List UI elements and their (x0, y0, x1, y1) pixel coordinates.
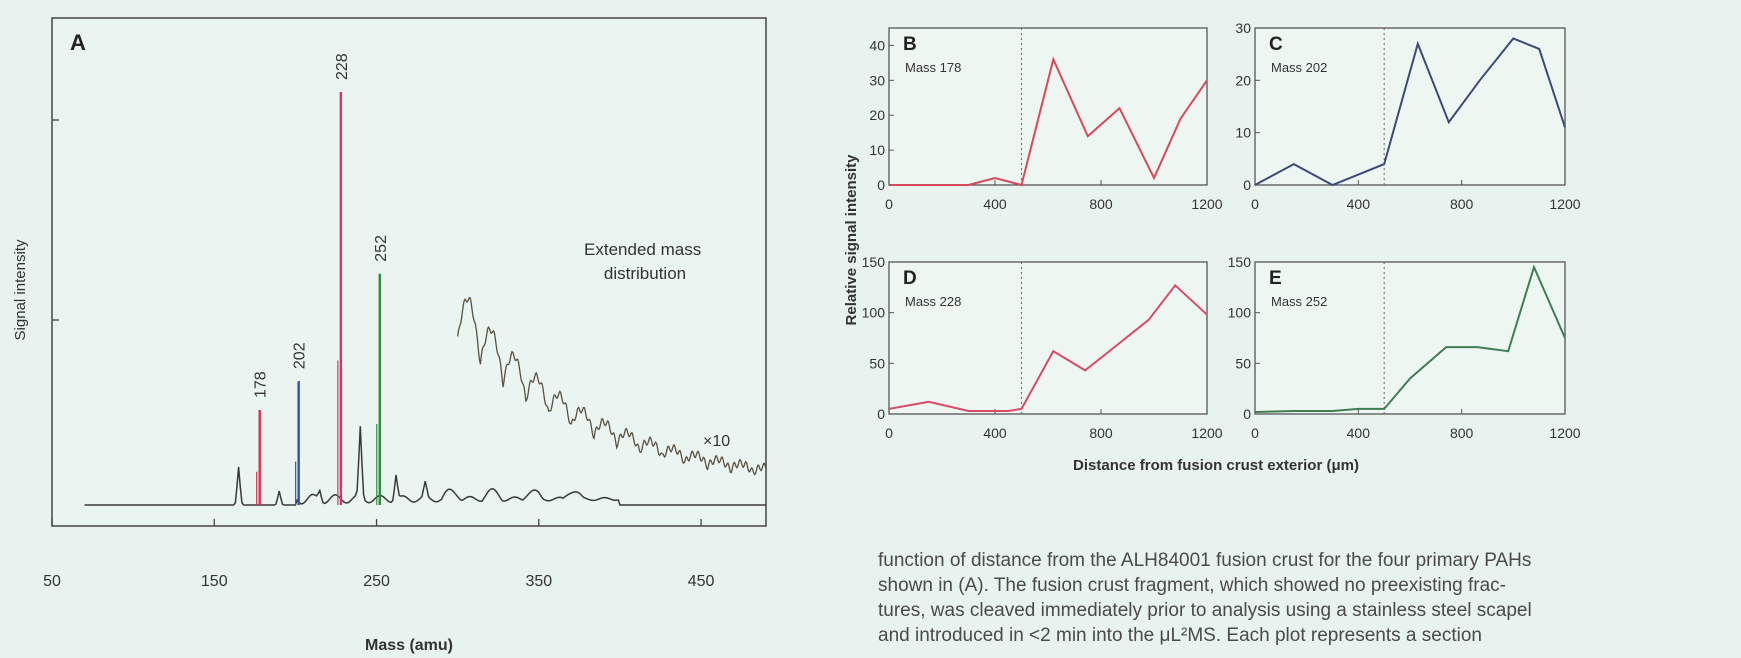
peak-label-178: 178 (253, 371, 270, 398)
times-ten-label: ×10 (703, 433, 730, 450)
panel-a-y-ticks (52, 119, 59, 321)
panel-a-y-axis-label: Signal intensity (12, 239, 29, 340)
panel-letter-b: B (903, 34, 917, 55)
panel-a-extended-trace (457, 296, 767, 476)
panel-title-c: Mass 202 (1271, 60, 1327, 75)
caption-line-3: tures, was cleaved immediately prior to … (878, 600, 1532, 621)
x-tick-label: 1200 (1191, 196, 1222, 212)
panel-c-frame (1254, 27, 1566, 186)
x-tick-label: 400 (1347, 425, 1371, 441)
panel-e-mass-252: 0 400 800 1200 0 50 100 150 E Mass 252 (1228, 254, 1581, 441)
y-tick-label: 0 (1243, 406, 1251, 422)
panel-a-x-tick-label: 350 (525, 573, 552, 590)
panel-e-frame (1254, 261, 1566, 415)
y-tick-label: 150 (862, 254, 886, 270)
caption-line-4: and introduced in <2 min into the μL²MS.… (878, 625, 1482, 646)
panel-letter-d: D (903, 268, 917, 289)
panel-b-frame (888, 27, 1208, 186)
y-tick-label: 0 (877, 177, 885, 193)
panel-title-e: Mass 252 (1271, 294, 1327, 309)
y-tick-label: 50 (1235, 355, 1251, 371)
panel-a-plot-frame (51, 17, 767, 527)
y-tick-label: 50 (869, 355, 885, 371)
x-tick-label: 400 (983, 196, 1007, 212)
x-tick-label: 1200 (1191, 425, 1222, 441)
peak-label-252: 252 (373, 235, 390, 262)
panels-b-to-e: 0 400 800 1200 0 10 20 30 40 B Mass 178 0 400 800 120… (843, 20, 1581, 474)
series-line-d (888, 283, 1208, 412)
x-tick-label: 800 (1450, 196, 1474, 212)
panel-title-b: Mass 178 (905, 60, 961, 75)
panel-a-x-tick-label: 50 (43, 573, 61, 590)
caption-line-1: function of distance from the ALH84001 f… (878, 550, 1532, 571)
panel-letter-c: C (1269, 34, 1283, 55)
peak-label-202: 202 (292, 342, 309, 369)
extended-mass-line2: distribution (604, 264, 686, 283)
shared-x-axis-label: Distance from fusion crust exterior (μm) (1073, 457, 1359, 474)
panel-a-mass-spectrum: 50 150 250 350 450 178 202 228 252 A Extended m… (12, 17, 767, 654)
y-tick-label: 150 (1228, 254, 1252, 270)
panel-title-d: Mass 228 (905, 294, 961, 309)
extended-mass-line1: Extended mass (584, 240, 701, 259)
y-tick-label: 100 (1228, 305, 1252, 321)
y-tick-label: 30 (869, 72, 885, 88)
shared-y-axis-label-visible: Relative signal intensity (843, 154, 860, 326)
y-tick-label: 40 (869, 37, 885, 53)
figure-caption: function of distance from the ALH84001 f… (878, 548, 1738, 658)
y-tick-label: 0 (1243, 177, 1251, 193)
y-tick-label: 30 (1235, 20, 1251, 36)
series-line-c (1254, 37, 1566, 187)
panel-a-peaks: 178 202 228 252 (253, 53, 390, 505)
panel-letter-e: E (1269, 268, 1282, 289)
panel-d-frame (888, 261, 1208, 415)
x-tick-label: 800 (1089, 196, 1113, 212)
x-tick-label: 1200 (1549, 425, 1580, 441)
x-tick-label: 0 (1251, 425, 1259, 441)
panel-a-letter: A (70, 30, 86, 55)
extended-mass-label: Extended mass distribution (584, 240, 706, 283)
series-line-b (889, 56, 1208, 187)
peak-label-228: 228 (334, 53, 351, 80)
y-tick-label: 0 (877, 406, 885, 422)
panel-a-x-tick-label: 450 (688, 573, 715, 590)
y-tick-label: 20 (869, 107, 885, 123)
panel-b-mass-178: 0 400 800 1200 0 10 20 30 40 B Mass 178 (869, 27, 1223, 212)
x-tick-label: 0 (1251, 196, 1259, 212)
panel-a-spectrum-trace (84, 426, 766, 506)
x-tick-label: 800 (1450, 425, 1474, 441)
x-tick-label: 400 (1347, 196, 1371, 212)
y-tick-label: 100 (862, 305, 886, 321)
y-tick-label: 10 (1235, 125, 1251, 141)
panel-d-mass-228: 0 400 800 1200 0 50 100 150 D Mass 228 (862, 254, 1223, 441)
caption-line-2: shown in (A). The fusion crust fragment,… (878, 575, 1506, 596)
panel-a-x-ticks: 50 150 250 350 450 (43, 519, 715, 590)
panel-c-mass-202: 0 400 800 1200 0 10 20 30 C Mass 202 (1235, 20, 1580, 212)
x-tick-label: 1200 (1549, 196, 1580, 212)
x-tick-label: 0 (885, 425, 893, 441)
panel-a-x-tick-label: 250 (363, 573, 390, 590)
panel-a-x-axis-label: Mass (amu) (365, 637, 453, 654)
x-tick-label: 0 (885, 196, 893, 212)
x-tick-label: 800 (1089, 425, 1113, 441)
y-tick-label: 10 (869, 142, 885, 158)
x-tick-label: 400 (983, 425, 1007, 441)
panel-a-x-tick-label: 150 (201, 573, 228, 590)
series-line-e (1254, 264, 1566, 413)
y-tick-label: 20 (1235, 72, 1251, 88)
